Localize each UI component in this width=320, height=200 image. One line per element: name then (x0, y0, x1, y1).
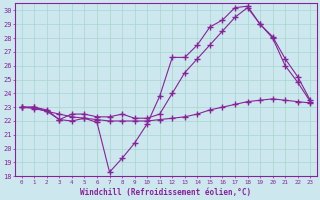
X-axis label: Windchill (Refroidissement éolien,°C): Windchill (Refroidissement éolien,°C) (80, 188, 252, 197)
